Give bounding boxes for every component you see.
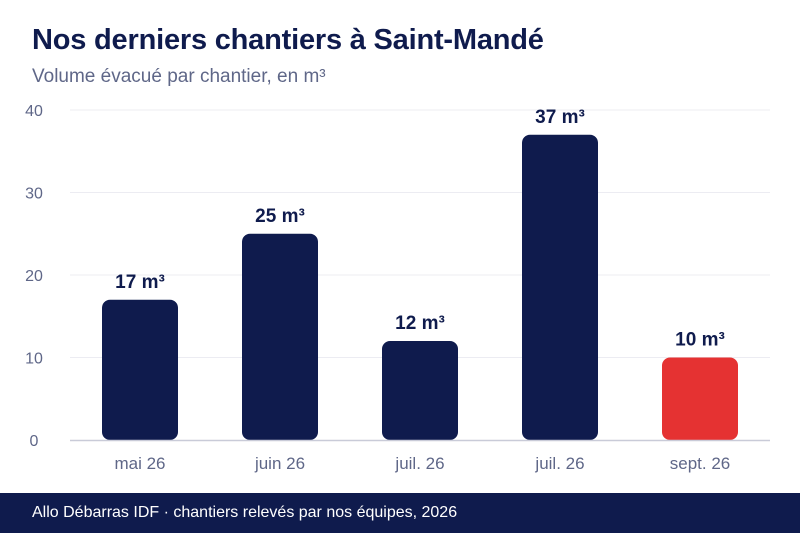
y-tick-label: 30 (25, 186, 43, 203)
x-tick-label: juil. 26 (534, 454, 584, 473)
x-tick-label: sept. 26 (670, 454, 731, 473)
bar (242, 233, 318, 440)
y-tick-label: 20 (25, 268, 43, 285)
y-tick-label: 0 (30, 433, 39, 450)
bar (522, 134, 598, 440)
bar-value-label: 25 m³ (255, 206, 305, 227)
chart-subtitle: Volume évacué par chantier, en m³ (32, 66, 326, 87)
y-tick-label: 40 (25, 103, 43, 120)
footer-source: Allo Débarras IDF · chantiers relevés pa… (32, 504, 458, 521)
x-tick-label: juin 26 (254, 454, 305, 473)
bar-value-label: 37 m³ (535, 107, 585, 128)
chart-title: Nos derniers chantiers à Saint-Mandé (32, 24, 544, 56)
bar (382, 341, 458, 440)
x-tick-label: mai 26 (114, 454, 165, 473)
bar (662, 357, 738, 440)
x-tick-label: juil. 26 (394, 454, 444, 473)
footer-bar: Allo Débarras IDF · chantiers relevés pa… (0, 493, 800, 533)
y-tick-label: 10 (25, 351, 43, 368)
bar-value-label: 10 m³ (675, 330, 725, 351)
bar-value-label: 17 m³ (115, 272, 165, 293)
bar (102, 299, 178, 440)
bar-value-label: 12 m³ (395, 313, 445, 334)
